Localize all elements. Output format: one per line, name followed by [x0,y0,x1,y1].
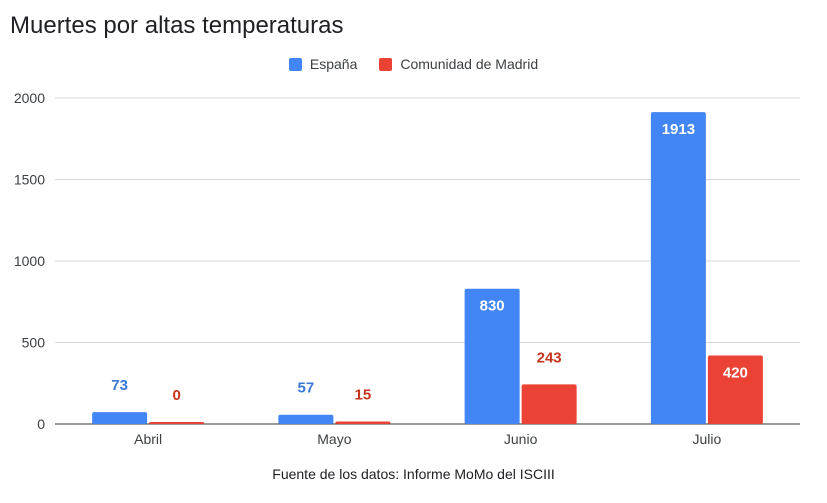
legend-label-madrid: Comunidad de Madrid [400,56,539,72]
y-tick-label: 500 [22,335,46,351]
source-footnote: Fuente de los datos: Informe MoMo del IS… [272,466,555,482]
data-label: 1913 [662,121,695,138]
legend-swatch-espana [288,57,302,71]
data-label: 73 [111,377,128,394]
data-label: 15 [355,387,372,404]
data-label: 420 [723,365,748,382]
legend: España Comunidad de Madrid [0,56,827,72]
y-tick-label: 1500 [14,172,45,188]
y-tick-label: 2000 [14,90,45,106]
bar-madrid [335,421,391,424]
bar-espana [464,288,520,424]
legend-swatch-madrid [379,57,393,71]
data-label: 0 [172,387,180,404]
legend-item-madrid[interactable]: Comunidad de Madrid [379,56,538,72]
chart-title: Muertes por altas temperaturas [10,12,344,39]
bar-espana [278,414,334,424]
bar-madrid [521,384,577,424]
x-tick-label: Abril [134,431,162,447]
bar-madrid [707,355,763,424]
data-label: 830 [480,298,505,315]
x-tick-label: Junio [504,431,538,447]
bar-espana [92,412,148,424]
bar-madrid [149,422,205,424]
y-tick-label: 1000 [14,253,45,269]
x-tick-label: Julio [692,431,721,447]
legend-label-espana: España [309,56,358,72]
data-label: 243 [537,349,562,366]
bar-espana [650,112,706,424]
x-tick-label: Mayo [317,431,351,447]
y-tick-label: 0 [37,416,45,432]
data-label: 57 [298,380,315,397]
legend-item-espana[interactable]: España [288,56,358,72]
